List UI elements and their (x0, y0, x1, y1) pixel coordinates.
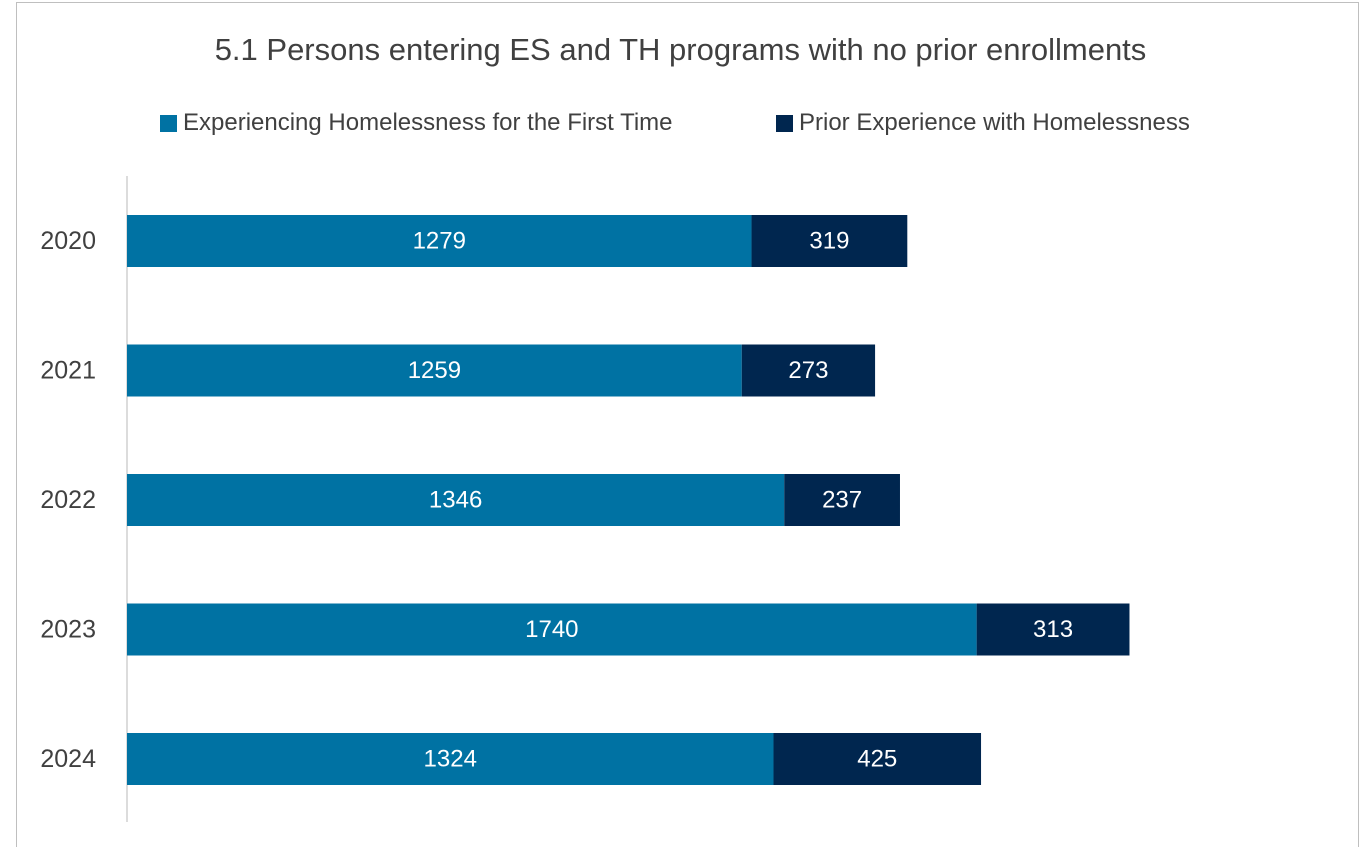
data-label-first-time-2022: 1346 (429, 487, 482, 514)
bar-prior-2020 (751, 215, 908, 267)
y-tick-label-2021: 2021 (40, 357, 96, 385)
chart-frame (16, 2, 1359, 847)
legend-item-first-time: Experiencing Homelessness for the First … (160, 106, 673, 140)
data-label-first-time-2024: 1324 (424, 746, 477, 773)
y-tick-label-2022: 2022 (40, 486, 96, 514)
legend-label-first-time: Experiencing Homelessness for the First … (183, 109, 673, 136)
y-tick-label-2024: 2024 (40, 745, 96, 773)
data-label-first-time-2020: 1279 (413, 228, 466, 255)
chart-title: 5.1 Persons entering ES and TH programs … (214, 32, 1147, 67)
bar-prior-2023 (976, 603, 1130, 656)
data-label-prior-2024: 425 (857, 746, 897, 773)
data-label-prior-2020: 319 (809, 228, 849, 255)
data-label-first-time-2021: 1259 (408, 357, 461, 384)
bar-first-time-2024 (127, 733, 774, 785)
bar-prior-2024 (773, 733, 982, 785)
legend-swatch-first-time (160, 114, 177, 132)
bar-prior-2022 (784, 474, 900, 526)
legend: Experiencing Homelessness for the First … (0, 106, 1361, 140)
bar-first-time-2021 (127, 344, 742, 397)
data-label-first-time-2023: 1740 (525, 616, 578, 643)
bar-first-time-2023 (127, 603, 977, 656)
legend-item-prior: Prior Experience with Homelessness (776, 106, 1190, 140)
y-tick-label-2020: 2020 (40, 227, 96, 255)
bar-first-time-2020 (127, 215, 752, 267)
data-label-prior-2021: 273 (788, 357, 828, 384)
bar-prior-2021 (741, 344, 876, 397)
legend-swatch-prior (776, 114, 793, 132)
data-label-prior-2023: 313 (1033, 616, 1073, 643)
bar-first-time-2022 (127, 474, 785, 526)
legend-label-prior: Prior Experience with Homelessness (799, 109, 1190, 136)
y-tick-label-2023: 2023 (40, 616, 96, 644)
data-label-prior-2022: 237 (822, 487, 862, 514)
